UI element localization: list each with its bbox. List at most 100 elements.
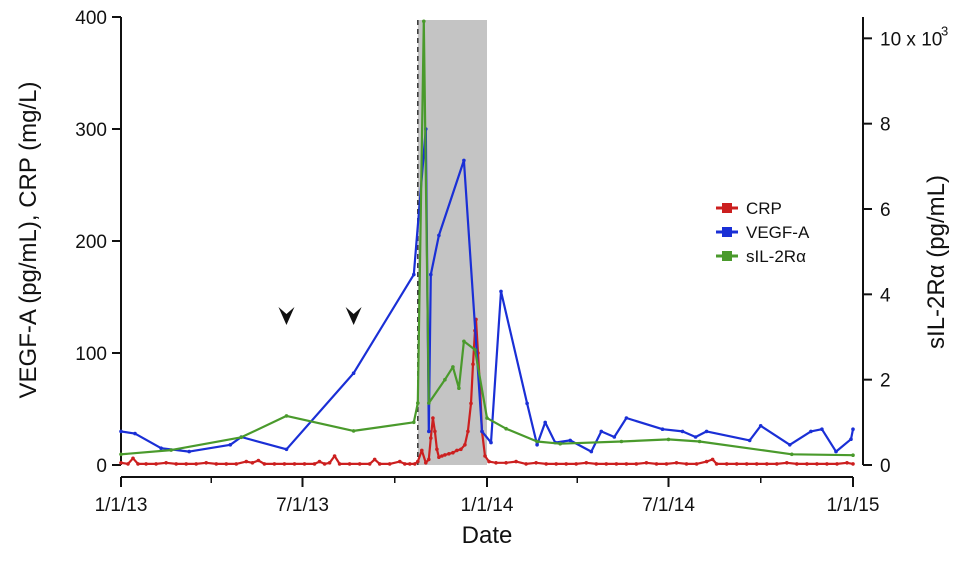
data-point-vegf-a xyxy=(284,447,289,452)
data-point-crp xyxy=(815,462,819,466)
data-point-vegf-a xyxy=(119,429,123,434)
data-point-crp xyxy=(471,362,475,367)
data-point-crp xyxy=(469,401,473,406)
data-point-crp xyxy=(466,429,470,434)
data-point-crp xyxy=(624,462,629,466)
data-point-crp xyxy=(184,462,188,466)
data-point-crp xyxy=(684,462,689,466)
data-point-crp xyxy=(483,454,487,458)
data-point-sil2ra xyxy=(351,429,356,433)
data-point-crp xyxy=(754,462,759,466)
data-point-crp xyxy=(214,462,219,466)
data-point-crp xyxy=(714,462,719,466)
data-point-vegf-a xyxy=(480,429,484,434)
data-point-crp xyxy=(136,462,140,466)
data-point-sil2ra xyxy=(451,365,455,369)
x-tick-label: 1/1/13 xyxy=(95,495,148,516)
data-point-crp xyxy=(845,461,849,465)
y-left-tick-label: 300 xyxy=(75,120,107,141)
data-point-sil2ra xyxy=(457,386,461,391)
data-point-sil2ra xyxy=(619,439,624,444)
data-point-vegf-a xyxy=(834,449,838,454)
series-vegf-a xyxy=(119,127,855,454)
data-point-sil2ra xyxy=(535,439,539,444)
y-right-tick-label: 2 xyxy=(880,371,891,392)
data-point-crp xyxy=(584,461,589,465)
data-point-vegf-a xyxy=(851,427,855,432)
data-point-crp xyxy=(174,462,178,466)
series-sil2ra xyxy=(119,19,855,458)
y-left-tick-label: 100 xyxy=(75,344,107,365)
y-right-tick-label: 8 xyxy=(880,115,891,136)
data-point-crp xyxy=(262,462,267,466)
data-point-crp xyxy=(825,462,829,466)
data-point-crp xyxy=(574,462,578,466)
data-point-vegf-a xyxy=(462,158,466,163)
data-point-vegf-a xyxy=(429,272,433,277)
data-point-crp xyxy=(614,462,619,466)
data-point-crp xyxy=(644,461,649,465)
data-point-crp xyxy=(416,459,420,464)
data-point-sil2ra xyxy=(485,416,489,420)
legend-marker-crp xyxy=(722,203,732,213)
data-point-crp xyxy=(805,462,809,466)
data-point-crp xyxy=(435,447,439,452)
data-point-vegf-a xyxy=(704,429,709,434)
data-point-crp xyxy=(437,455,441,460)
data-point-sil2ra xyxy=(443,377,447,382)
data-point-crp xyxy=(451,450,455,455)
data-point-crp xyxy=(734,462,739,466)
data-point-vegf-a xyxy=(525,401,529,406)
data-point-crp xyxy=(194,462,198,466)
data-point-crp xyxy=(455,448,459,453)
data-point-crp xyxy=(119,461,123,465)
data-point-sil2ra xyxy=(416,401,420,405)
x-axis-title: Date xyxy=(462,522,513,549)
data-point-crp xyxy=(604,462,609,466)
series-line-vegf-a xyxy=(120,127,855,453)
data-point-vegf-a xyxy=(228,443,233,447)
data-point-crp xyxy=(664,462,669,466)
y-left-tick-label: 400 xyxy=(75,8,107,29)
data-point-crp xyxy=(372,457,377,462)
axes: 0 100 200 300 400 0 2 4 6 8 10 x 103 1/1/13 7/1/13 1/… xyxy=(75,8,948,516)
data-point-crp xyxy=(424,461,428,465)
data-point-crp xyxy=(154,462,158,466)
data-point-crp xyxy=(131,456,135,461)
data-point-crp xyxy=(377,462,382,466)
data-point-sil2ra xyxy=(422,19,426,24)
data-point-crp xyxy=(594,462,599,466)
arrowhead-marker xyxy=(278,307,295,325)
data-point-crp xyxy=(634,462,639,466)
data-point-sil2ra xyxy=(666,437,671,442)
y-axis-right-title: sIL-2Rα (pg/mL) xyxy=(923,175,950,349)
data-point-crp xyxy=(250,461,255,465)
data-point-crp xyxy=(244,459,249,464)
data-point-crp xyxy=(282,462,287,466)
data-point-crp xyxy=(427,457,431,462)
data-point-vegf-a xyxy=(599,429,604,434)
data-point-crp xyxy=(443,453,447,457)
data-point-vegf-a xyxy=(820,427,824,432)
legend-label-crp: CRP xyxy=(746,199,782,218)
legend-label-sil2ra: sIL-2Rα xyxy=(746,247,806,266)
data-point-vegf-a xyxy=(747,438,752,443)
y-left-tick-label: 0 xyxy=(96,456,107,477)
data-point-crp xyxy=(337,462,342,466)
y-right-tick-label: 0 xyxy=(880,456,891,477)
data-point-crp xyxy=(544,462,548,466)
data-point-crp xyxy=(144,462,148,466)
data-point-crp xyxy=(164,461,168,465)
data-point-crp xyxy=(494,461,498,465)
data-point-vegf-a xyxy=(788,443,792,447)
data-point-crp xyxy=(514,459,518,464)
data-point-crp xyxy=(524,462,528,466)
data-point-crp xyxy=(835,462,839,466)
data-point-sil2ra xyxy=(169,448,173,452)
data-point-vegf-a xyxy=(568,438,572,443)
data-point-sil2ra xyxy=(427,401,431,405)
data-point-crp xyxy=(387,462,392,466)
data-point-sil2ra xyxy=(284,414,289,418)
data-point-sil2ra xyxy=(504,426,508,431)
data-point-crp xyxy=(292,462,297,466)
